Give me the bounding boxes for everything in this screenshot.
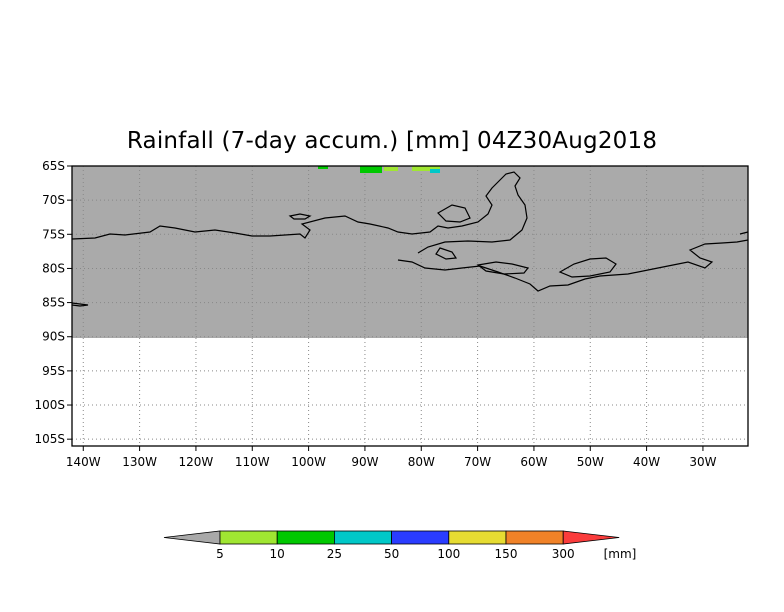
lon-tick-label: 50W [577, 455, 604, 469]
lon-tick-label: 90W [351, 455, 378, 469]
lon-tick-label: 110W [235, 455, 270, 469]
lat-tick-label: 105S [34, 432, 65, 446]
lon-tick-label: 120W [179, 455, 214, 469]
colorbar-label: 10 [270, 547, 285, 561]
lat-tick-label: 75S [42, 227, 65, 241]
lat-tick-label: 70S [42, 193, 65, 207]
lon-ticks: 140W 130W 120W 110W 100W 90W 80W 70W 60W 50W 40W 30… [66, 446, 717, 469]
lon-tick-label: 130W [122, 455, 157, 469]
colorbar-label: 50 [384, 547, 399, 561]
lon-tick-label: 70W [464, 455, 491, 469]
colorbar-label: 100 [437, 547, 460, 561]
colorbar-segment [333, 530, 392, 545]
colorbar-label: 300 [552, 547, 575, 561]
lon-tick-label: 40W [633, 455, 660, 469]
colorbar: 5 10 25 50 100 150 300 [mm] [163, 530, 637, 561]
map-frame [71, 165, 749, 447]
colorbar-label: 150 [495, 547, 518, 561]
graticule [72, 166, 748, 446]
lon-tick-label: 30W [689, 455, 716, 469]
colorbar-over-triangle [562, 530, 620, 545]
colorbar-unit: [mm] [604, 547, 637, 561]
colorbar-under-triangle [163, 530, 221, 545]
lat-tick-label: 95S [42, 364, 65, 378]
lat-tick-label: 90S [42, 330, 65, 344]
colorbar-label: 25 [327, 547, 342, 561]
lon-tick-label: 140W [66, 455, 101, 469]
colorbar-segment [505, 530, 564, 545]
lat-ticks: 65S 70S 75S 80S 85S 90S 95S 100S 105S [34, 159, 72, 446]
colorbar-segment [276, 530, 335, 545]
colorbar-segment [448, 530, 507, 545]
lat-tick-label: 65S [42, 159, 65, 173]
coastline [71, 171, 749, 307]
lat-tick-label: 100S [34, 398, 65, 412]
lat-tick-label: 80S [42, 261, 65, 275]
map-title: Rainfall (7-day accum.) [mm] 04Z30Aug201… [126, 128, 658, 154]
lon-tick-label: 80W [408, 455, 435, 469]
lat-tick-label: 85S [42, 296, 65, 310]
colorbar-segment [219, 530, 278, 545]
lon-tick-label: 100W [291, 455, 326, 469]
colorbar-segment [391, 530, 450, 545]
lon-tick-label: 60W [520, 455, 547, 469]
colorbar-label: 5 [216, 547, 224, 561]
rainfall-speckles [318, 166, 440, 173]
masked-region [72, 166, 748, 338]
